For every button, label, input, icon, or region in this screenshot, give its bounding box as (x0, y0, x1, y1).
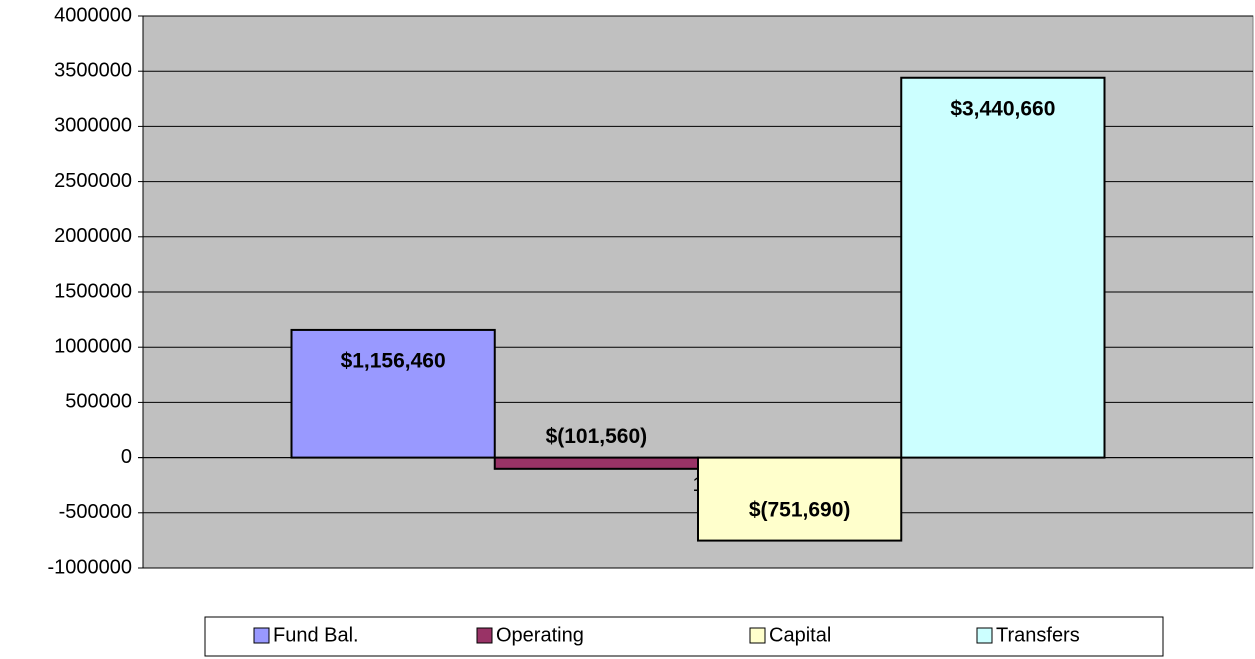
bar (290, 328, 496, 459)
y-tick-label: -1000000 (47, 556, 132, 578)
legend-swatch (476, 627, 493, 644)
legend-label: Capital (769, 624, 831, 646)
y-tick-label: -500000 (59, 501, 132, 523)
value-label: $(101,560) (546, 425, 648, 448)
y-tick-label: 2500000 (54, 170, 132, 192)
value-label: $3,440,660 (950, 97, 1055, 120)
y-tick-label: 2000000 (54, 225, 132, 247)
value-label: $(751,690) (749, 499, 851, 522)
legend-box (204, 616, 1164, 657)
y-tick-label: 0 (121, 446, 132, 468)
bar (900, 76, 1106, 459)
y-tick-label: 1500000 (54, 280, 132, 302)
value-label: $1,156,460 (341, 349, 446, 372)
legend-swatch (253, 627, 270, 644)
bar (697, 456, 903, 542)
legend-swatch (976, 627, 993, 644)
y-tick-label: 1000000 (54, 335, 132, 357)
y-tick-label: 500000 (65, 391, 132, 413)
legend-swatch (749, 627, 766, 644)
bar (493, 456, 699, 470)
y-tick-label: 3500000 (54, 59, 132, 81)
y-tick-label: 3000000 (54, 115, 132, 137)
legend-label: Transfers (996, 624, 1080, 646)
legend-label: Fund Bal. (273, 624, 359, 646)
legend-label: Operating (496, 624, 584, 646)
y-tick-label: 4000000 (54, 4, 132, 26)
